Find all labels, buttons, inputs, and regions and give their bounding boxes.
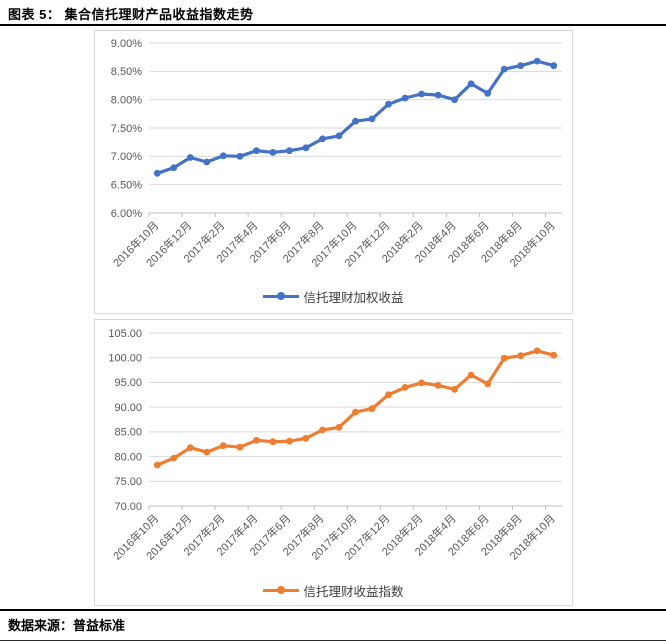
data-point-marker	[219, 152, 227, 160]
data-point-marker	[253, 436, 260, 444]
data-point-marker	[418, 379, 425, 387]
data-point-marker	[335, 424, 343, 431]
series-line	[155, 349, 556, 467]
y-tick-label: 8.50%	[111, 66, 142, 78]
data-point-marker	[302, 434, 310, 442]
data-point-marker	[550, 351, 558, 359]
weighted-yield-legend-label: 信托理财加权收益	[303, 290, 404, 305]
data-point-marker	[451, 385, 458, 393]
y-tick-label: 100.00	[108, 353, 142, 365]
weighted-yield-line-chart: 9.00%8.50%8.00%7.50%7.00%6.50%6.00%2016年…	[110, 38, 562, 270]
data-point-marker	[186, 154, 194, 161]
yield-index-legend-label: 信托理财收益指数	[303, 584, 404, 599]
data-point-marker	[269, 149, 277, 156]
data-point-marker	[484, 90, 492, 97]
source-label: 数据来源：	[8, 618, 74, 633]
data-point-marker	[434, 91, 442, 99]
data-point-marker	[385, 391, 392, 399]
data-point-marker	[236, 443, 244, 451]
weighted-yield-legend: 信托理财加权收益	[95, 283, 572, 309]
source-value: 普益标准	[73, 618, 126, 633]
y-tick-label: 7.50%	[111, 123, 142, 135]
y-tick-label: 105.00	[108, 328, 142, 340]
data-point-marker	[352, 408, 359, 416]
data-point-marker	[153, 461, 161, 469]
data-point-marker	[467, 371, 475, 379]
data-point-marker	[186, 444, 194, 452]
data-point-marker	[352, 117, 359, 125]
y-tick-label: 95.00	[114, 377, 142, 389]
data-point-marker	[203, 158, 211, 166]
data-point-marker	[517, 352, 525, 360]
data-point-marker	[533, 347, 541, 355]
yield-index-line-chart: 105.00 100.00 95.00 90.00 85.00 80.00 75.00 70.…	[108, 328, 562, 563]
data-point-marker	[302, 144, 310, 152]
data-point-marker	[153, 169, 161, 177]
y-tick-label: 9.00%	[111, 38, 142, 50]
y-tick-label: 80.00	[114, 451, 142, 463]
legend-dot-icon	[277, 586, 286, 594]
data-point-marker	[286, 147, 293, 155]
y-tick-label: 75.00	[114, 476, 142, 488]
plot-area: 105.00 100.00 95.00 90.00 85.00 80.00 75.00 70.…	[108, 328, 562, 563]
y-tick-label: 70.00	[114, 501, 142, 513]
data-point-marker	[219, 442, 227, 450]
data-point-marker	[401, 384, 409, 391]
data-point-marker	[500, 354, 508, 362]
y-tick-label: 90.00	[114, 402, 142, 414]
data-point-marker	[550, 62, 558, 70]
blue-line-marker-icon	[263, 292, 300, 301]
title-divider	[0, 24, 666, 26]
y-tick-label: 6.00%	[111, 208, 142, 220]
data-point-marker	[385, 100, 392, 108]
yield-index-legend: 信托理财收益指数	[95, 577, 572, 603]
footer-divider	[0, 640, 666, 641]
source-line: 数据来源：普益标准	[8, 615, 125, 634]
orange-line-marker-icon	[263, 586, 300, 595]
yield-index-chart-panel: 105.00 100.00 95.00 90.00 85.00 80.00 75.00 70.…	[94, 319, 573, 606]
data-point-marker	[319, 135, 326, 143]
data-point-marker	[368, 115, 376, 123]
data-point-marker	[170, 454, 178, 462]
data-point-marker	[286, 437, 293, 445]
y-tick-label: 85.00	[114, 427, 142, 439]
data-point-marker	[236, 152, 244, 160]
data-point-marker	[368, 405, 376, 412]
data-point-marker	[451, 96, 458, 104]
data-point-marker	[418, 90, 425, 98]
y-tick-label: 6.50%	[111, 179, 142, 191]
figure-title: 图表 5： 集合信托理财产品收益指数走势	[8, 7, 254, 22]
data-point-marker	[517, 62, 525, 70]
data-point-marker	[170, 164, 178, 172]
plot-area: 9.00%8.50%8.00%7.50%7.00%6.50%6.00%2016年…	[110, 38, 562, 270]
data-point-marker	[467, 80, 475, 88]
data-point-marker	[335, 132, 343, 140]
weighted-yield-chart-panel: 9.00% 8.50% 8.00% 7.50% 7.00% 6.50% 6.00% 2016年…	[94, 30, 573, 314]
data-point-marker	[500, 65, 508, 73]
data-point-marker	[253, 147, 260, 155]
data-point-marker	[484, 380, 492, 388]
data-point-marker	[533, 57, 541, 65]
data-point-marker	[434, 382, 442, 389]
data-point-marker	[203, 448, 211, 456]
source-divider	[0, 609, 666, 611]
y-tick-label: 8.00%	[111, 94, 142, 106]
y-tick-label: 7.00%	[111, 151, 142, 163]
data-point-marker	[319, 426, 326, 434]
legend-dot-icon	[277, 292, 286, 300]
data-point-marker	[401, 94, 409, 102]
data-point-marker	[269, 438, 277, 446]
